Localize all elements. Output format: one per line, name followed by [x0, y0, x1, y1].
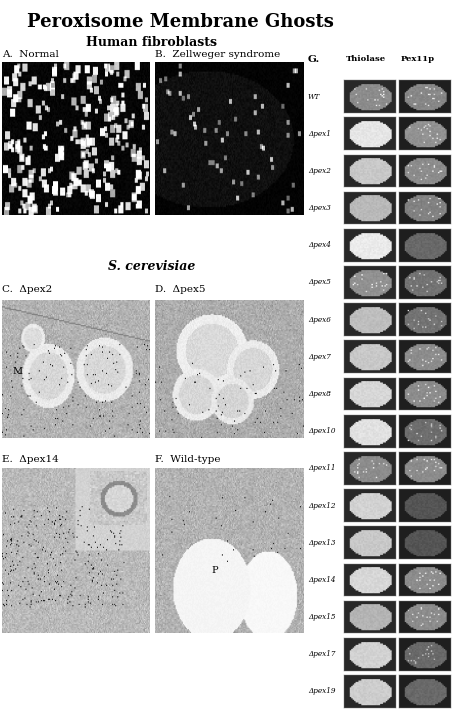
Text: Δpex3: Δpex3 — [308, 204, 331, 212]
Text: Peroxisome Membrane Ghosts: Peroxisome Membrane Ghosts — [27, 13, 334, 31]
Text: Δpex5: Δpex5 — [308, 279, 331, 287]
Text: Δpex10: Δpex10 — [308, 427, 336, 435]
Text: Δpex14: Δpex14 — [308, 576, 336, 584]
Text: Δpex1: Δpex1 — [308, 130, 331, 138]
Text: M: M — [12, 367, 22, 376]
Text: Δpex8: Δpex8 — [308, 390, 331, 398]
Text: S. cerevisiae: S. cerevisiae — [108, 260, 195, 273]
Text: Thiolase: Thiolase — [346, 55, 386, 63]
Text: Human fibroblasts: Human fibroblasts — [86, 36, 217, 48]
Text: D.  Δpex5: D. Δpex5 — [155, 285, 206, 294]
Text: Δpex19: Δpex19 — [308, 687, 336, 695]
Text: E.  Δpex14: E. Δpex14 — [2, 455, 59, 464]
Text: Δpex11: Δpex11 — [308, 464, 336, 472]
Text: WT: WT — [308, 93, 320, 101]
Text: C.  Δpex2: C. Δpex2 — [2, 285, 52, 294]
Text: Δpex4: Δpex4 — [308, 241, 331, 250]
Text: A.  Normal: A. Normal — [2, 50, 59, 59]
Text: Δpex15: Δpex15 — [308, 613, 336, 621]
Text: Δpex17: Δpex17 — [308, 650, 336, 658]
Text: Δpex6: Δpex6 — [308, 316, 331, 324]
Text: Δpex7: Δpex7 — [308, 353, 331, 361]
Text: Δpex13: Δpex13 — [308, 539, 336, 547]
Text: Δpex2: Δpex2 — [308, 167, 331, 175]
Text: Δpex12: Δpex12 — [308, 501, 336, 510]
Text: Pex11p: Pex11p — [401, 55, 435, 63]
Text: B.  Zellweger syndrome: B. Zellweger syndrome — [155, 50, 280, 59]
Text: F.  Wild-type: F. Wild-type — [155, 455, 220, 464]
Text: P: P — [211, 566, 218, 575]
Text: G.: G. — [308, 55, 320, 64]
